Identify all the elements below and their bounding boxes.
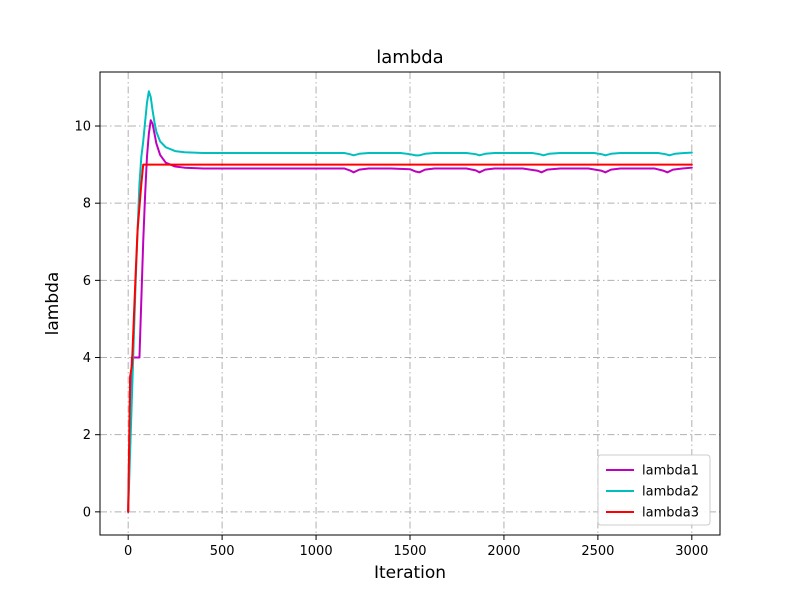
chart-title: lambda — [376, 47, 443, 68]
x-tick-label: 3000 — [675, 544, 708, 559]
series-line-lambda3 — [127, 163, 693, 513]
y-axis-title: lambda — [43, 272, 63, 336]
y-tick-label: 8 — [83, 197, 91, 212]
axis-ticks: 0 500 1000 1500 2000 2500 3000 0 2 4 6 8 10 — [74, 120, 708, 559]
y-tick-label: 4 — [83, 351, 91, 366]
series-line-lambda1 — [127, 119, 693, 513]
y-tick-label: 6 — [83, 274, 91, 289]
x-tick-label: 500 — [210, 544, 235, 559]
legend-label-lambda1: lambda1 — [642, 464, 699, 479]
series-lines — [127, 90, 693, 513]
legend: lambda1 lambda2 lambda3 — [597, 454, 711, 526]
legend-box — [597, 454, 711, 526]
y-tick-label: 0 — [83, 505, 91, 520]
y-tick-label: 10 — [74, 120, 91, 135]
x-tick-label: 1000 — [300, 544, 333, 559]
x-tick-label: 2000 — [487, 544, 520, 559]
grid-lines — [100, 72, 720, 535]
legend-label-lambda2: lambda2 — [642, 485, 699, 500]
x-tick-label: 2500 — [581, 544, 614, 559]
x-tick-label: 1500 — [393, 544, 426, 559]
y-tick-label: 2 — [83, 428, 91, 443]
legend-label-lambda3: lambda3 — [642, 506, 699, 521]
x-tick-label: 0 — [124, 544, 132, 559]
series-line-lambda2 — [127, 90, 693, 513]
x-axis-title: Iteration — [374, 563, 446, 583]
